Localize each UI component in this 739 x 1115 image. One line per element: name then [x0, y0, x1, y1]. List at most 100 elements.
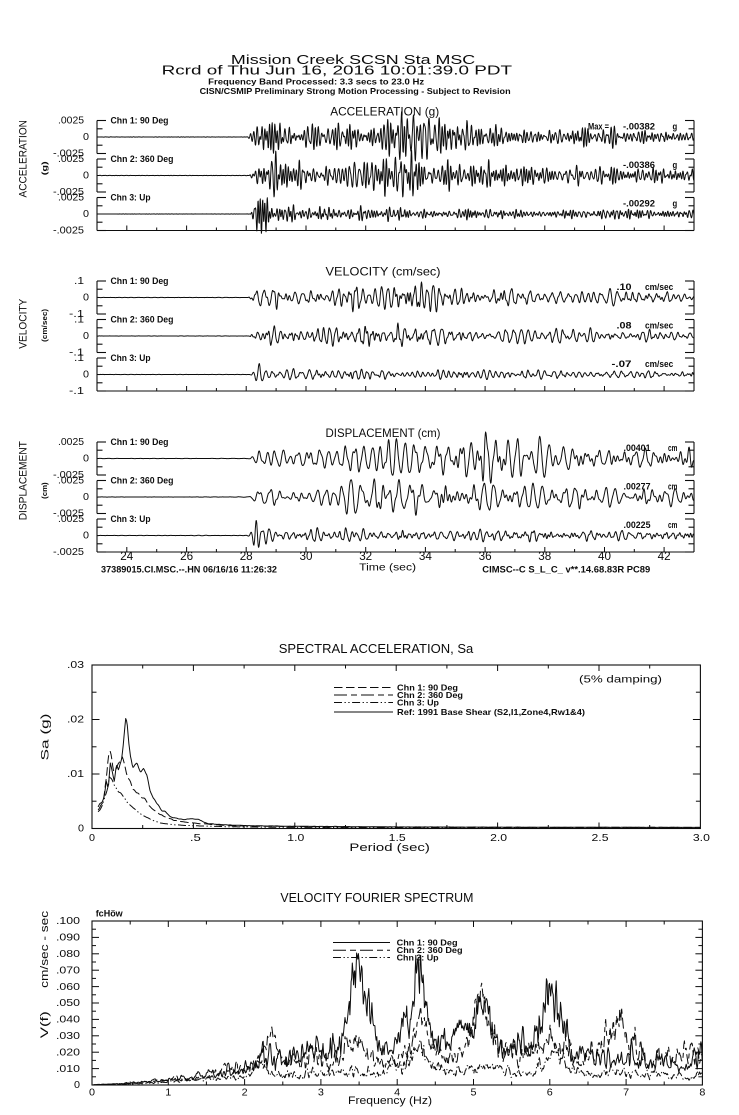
- svg-text:.010: .010: [56, 1063, 80, 1075]
- svg-text:CIMSC--C S_L_C_ v**.14.68.83: CIMSC--C S_L_C_ v**.14.68.83R PC89: [482, 565, 650, 575]
- svg-text:-.1: -.1: [69, 385, 84, 397]
- svg-text:1: 1: [165, 1087, 171, 1099]
- svg-text:0: 0: [74, 1079, 80, 1091]
- svg-text:.00225: .00225: [624, 520, 651, 530]
- svg-text:DISPLACEMENT (cm): DISPLACEMENT (cm): [326, 426, 441, 440]
- svg-text:Chn 2: 360 Deg: Chn 2: 360 Deg: [397, 945, 463, 955]
- svg-text:-.00386: -.00386: [623, 160, 655, 170]
- svg-text:.0025: .0025: [58, 436, 84, 448]
- svg-text:.5: .5: [190, 832, 201, 844]
- svg-text:g: g: [673, 121, 678, 131]
- svg-text:.090: .090: [56, 932, 80, 944]
- svg-text:cm/sec: cm/sec: [645, 359, 673, 369]
- svg-text:fcHöw: fcHöw: [96, 909, 124, 919]
- svg-text:Chn 1: 90 Deg: Chn 1: 90 Deg: [111, 276, 169, 286]
- svg-text:cm: cm: [668, 443, 677, 453]
- svg-text:.100: .100: [56, 915, 80, 927]
- svg-text:Chn 3: Up: Chn 3: Up: [111, 193, 151, 203]
- svg-text:0: 0: [89, 1087, 95, 1099]
- svg-text:cm/sec: cm/sec: [645, 320, 673, 330]
- svg-text:.08: .08: [617, 320, 632, 330]
- svg-text:3: 3: [318, 1087, 324, 1099]
- svg-text:VELOCITY FOURIER SPECTRUM: VELOCITY FOURIER SPECTRUM: [280, 890, 473, 905]
- svg-text:-.00292: -.00292: [623, 198, 655, 208]
- svg-text:2.0: 2.0: [490, 832, 507, 844]
- svg-text:-.1: -.1: [69, 347, 84, 359]
- svg-text:40: 40: [598, 549, 611, 563]
- svg-text:Max =: Max =: [588, 121, 609, 131]
- svg-text:Time (sec): Time (sec): [359, 563, 416, 574]
- svg-text:Rcrd of Thu Jun 16, 2016 10:01: Rcrd of Thu Jun 16, 2016 10:01:39.0 PDT: [162, 64, 513, 78]
- svg-text:0: 0: [83, 453, 89, 465]
- svg-text:Chn 2: 360 Deg: Chn 2: 360 Deg: [111, 154, 174, 164]
- svg-text:26: 26: [180, 549, 193, 563]
- svg-text:VELOCITY: VELOCITY: [18, 298, 30, 349]
- svg-text:(cm): (cm): [40, 482, 49, 499]
- svg-text:Chn 1: 90 Deg: Chn 1: 90 Deg: [111, 116, 169, 126]
- svg-text:-.0025: -.0025: [53, 225, 84, 237]
- svg-text:37389015.CI.MSC.--.HN 06/16/16: 37389015.CI.MSC.--.HN 06/16/16 11:26:32: [101, 565, 277, 575]
- svg-text:.03: .03: [67, 659, 84, 671]
- svg-text:.10: .10: [617, 282, 632, 292]
- svg-text:0: 0: [83, 530, 89, 542]
- svg-text:(cm/sec): (cm/sec): [40, 308, 49, 342]
- svg-text:0: 0: [83, 330, 89, 342]
- svg-text:g: g: [673, 198, 678, 208]
- svg-text:Chn 2: 360 Deg: Chn 2: 360 Deg: [111, 315, 174, 325]
- svg-text:.030: .030: [56, 1030, 80, 1042]
- svg-text:.0025: .0025: [58, 475, 84, 487]
- svg-text:30: 30: [300, 549, 313, 563]
- svg-text:cm: cm: [668, 520, 677, 530]
- svg-text:.02: .02: [67, 714, 84, 726]
- svg-text:1.0: 1.0: [287, 832, 304, 844]
- svg-text:6: 6: [547, 1087, 553, 1099]
- svg-text:.1: .1: [74, 352, 84, 364]
- svg-text:.00401: .00401: [624, 443, 651, 453]
- svg-text:-.00382: -.00382: [623, 121, 655, 131]
- svg-text:.0025: .0025: [58, 192, 84, 204]
- svg-text:3.0: 3.0: [693, 832, 710, 844]
- svg-text:38: 38: [538, 549, 551, 563]
- svg-text:Sa (g): Sa (g): [40, 714, 52, 761]
- svg-text:.080: .080: [56, 948, 80, 960]
- svg-text:Period (sec): Period (sec): [349, 842, 429, 854]
- svg-text:Chn 2: 360 Deg: Chn 2: 360 Deg: [111, 476, 174, 486]
- svg-text:.00277: .00277: [624, 481, 651, 491]
- svg-text:V(f): V(f): [39, 1011, 51, 1038]
- svg-text:.1: .1: [74, 314, 84, 326]
- svg-text:Chn 2: 360 Deg: Chn 2: 360 Deg: [397, 690, 463, 700]
- svg-text:cm: cm: [668, 481, 677, 491]
- svg-text:Frequency Band Processed: 3.3: Frequency Band Processed: 3.3 secs to 23…: [208, 77, 424, 87]
- svg-text:g: g: [673, 160, 678, 170]
- svg-text:Chn 1: 90 Deg: Chn 1: 90 Deg: [397, 937, 458, 947]
- svg-text:.01: .01: [67, 768, 84, 780]
- svg-text:0: 0: [83, 369, 89, 381]
- svg-text:SPECTRAL ACCELERATION, Sa: SPECTRAL ACCELERATION, Sa: [279, 641, 474, 656]
- svg-text:cm/sec - sec: cm/sec - sec: [39, 910, 51, 988]
- svg-text:Chn 3: Up: Chn 3: Up: [111, 514, 151, 524]
- svg-text:42: 42: [658, 549, 671, 563]
- svg-text:24: 24: [120, 549, 133, 563]
- svg-text:4: 4: [394, 1087, 400, 1099]
- svg-text:-.0025: -.0025: [53, 469, 84, 481]
- svg-text:Chn 1: 90 Deg: Chn 1: 90 Deg: [397, 682, 458, 692]
- svg-text:Frequency (Hz): Frequency (Hz): [348, 1095, 432, 1107]
- svg-text:8: 8: [699, 1087, 705, 1099]
- svg-text:.0025: .0025: [58, 153, 84, 165]
- svg-text:2: 2: [242, 1087, 248, 1099]
- svg-text:Chn 3: Up: Chn 3: Up: [397, 952, 439, 962]
- svg-text:.0025: .0025: [58, 115, 84, 127]
- svg-text:.1: .1: [74, 275, 84, 287]
- svg-text:7: 7: [623, 1087, 629, 1099]
- svg-text:(g): (g): [40, 161, 49, 176]
- svg-text:28: 28: [240, 549, 253, 563]
- svg-text:Chn 3: Up: Chn 3: Up: [397, 697, 439, 707]
- svg-text:DISPLACEMENT: DISPLACEMENT: [18, 441, 30, 520]
- svg-text:.020: .020: [56, 1046, 80, 1058]
- svg-text:.070: .070: [56, 964, 80, 976]
- svg-text:0: 0: [83, 491, 89, 503]
- svg-text:cm/sec: cm/sec: [645, 282, 673, 292]
- svg-text:32: 32: [359, 549, 372, 563]
- svg-text:0: 0: [78, 823, 84, 835]
- svg-text:ACCELERATION: ACCELERATION: [18, 120, 30, 197]
